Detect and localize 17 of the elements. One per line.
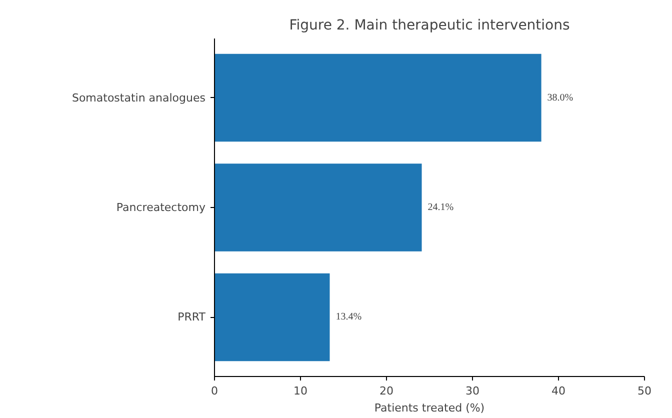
x-tick-label: 30 <box>466 384 480 398</box>
x-tick-label: 10 <box>294 384 308 398</box>
x-tick-label: 20 <box>380 384 394 398</box>
data-label: 38.0% <box>547 92 574 104</box>
chart-title: Figure 2. Main therapeutic interventions <box>289 18 570 34</box>
bar <box>214 164 422 252</box>
x-tick-label: 0 <box>211 384 218 398</box>
x-tick-label: 50 <box>638 384 652 398</box>
bar <box>214 54 542 142</box>
y-tick-label: Pancreatectomy <box>116 201 206 214</box>
y-tick-label: Somatostatin analogues <box>72 91 206 104</box>
data-label: 13.4% <box>336 312 362 323</box>
x-axis-title: Patients treated (%) <box>374 402 485 414</box>
x-tick-label: 40 <box>552 384 566 398</box>
data-label: 24.1% <box>428 202 454 213</box>
bar <box>214 273 330 362</box>
y-tick-label: PRRT <box>178 310 206 324</box>
